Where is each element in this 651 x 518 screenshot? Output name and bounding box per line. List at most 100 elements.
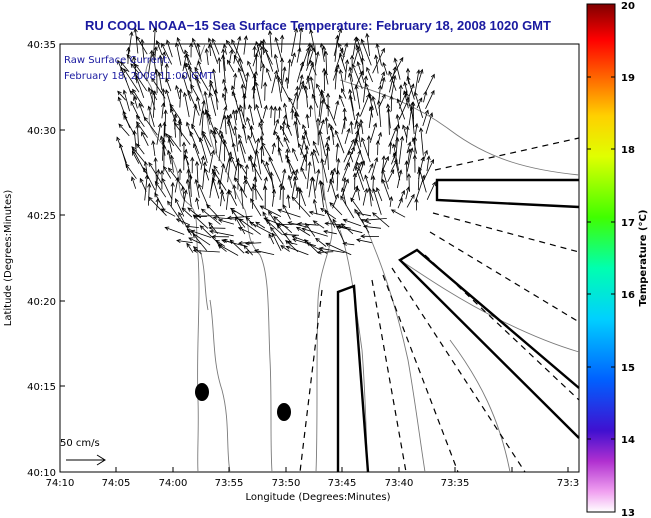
current-vector-head	[326, 135, 330, 141]
current-vector	[368, 105, 373, 129]
current-vector-head	[242, 179, 248, 185]
current-vector-head	[356, 161, 361, 167]
current-vector	[332, 64, 339, 81]
current-vector-head	[318, 246, 324, 251]
current-vector-head	[134, 63, 139, 69]
current-vector	[200, 156, 204, 170]
current-vector	[132, 89, 145, 108]
current-vector-head	[293, 111, 299, 117]
current-vector-head	[355, 119, 360, 125]
current-vector-head	[302, 153, 307, 159]
current-vector	[332, 219, 345, 243]
current-vector	[161, 43, 173, 65]
current-vector-head	[356, 186, 361, 192]
current-vector	[310, 29, 317, 55]
current-vector	[182, 54, 187, 72]
current-vector-head	[325, 141, 330, 147]
current-vector-head	[273, 105, 278, 111]
current-vector-head	[371, 175, 376, 180]
current-vector-head	[116, 136, 121, 142]
current-vector-head	[392, 152, 397, 158]
current-vector-head	[381, 155, 386, 160]
current-vector	[255, 41, 264, 65]
current-vector	[126, 54, 135, 65]
current-vector	[290, 52, 296, 67]
current-vector	[393, 144, 400, 171]
current-vector	[324, 146, 330, 165]
current-vector	[288, 97, 300, 117]
current-vector	[309, 105, 312, 117]
current-vector-head	[334, 67, 339, 73]
current-vector	[143, 116, 158, 136]
current-vector-head	[316, 168, 321, 174]
current-vector	[169, 103, 182, 121]
current-vector	[397, 198, 403, 209]
current-vector-head	[155, 39, 160, 45]
current-vector-head	[245, 71, 250, 77]
current-vector	[202, 131, 212, 148]
current-vector-head	[192, 214, 198, 219]
current-vector-head	[320, 99, 325, 104]
current-vector-head	[144, 174, 149, 179]
current-vector-head	[176, 238, 181, 244]
current-vector-head	[348, 72, 353, 78]
current-vector	[286, 77, 288, 89]
current-vector	[148, 50, 153, 75]
current-vector	[398, 136, 403, 165]
current-vector-head	[226, 59, 231, 65]
current-vector	[132, 151, 140, 164]
current-vector	[239, 105, 247, 126]
current-vector-head	[363, 187, 369, 193]
current-vector-head	[226, 215, 232, 220]
current-vector	[243, 124, 247, 144]
current-vector-head	[328, 122, 333, 128]
current-vector-head	[390, 209, 396, 214]
current-vector	[230, 239, 245, 254]
current-vector	[270, 106, 272, 119]
current-vector	[241, 84, 246, 110]
current-vector	[123, 115, 136, 136]
current-vector	[248, 156, 263, 181]
current-vector-head	[329, 202, 334, 207]
current-vector-head	[149, 49, 154, 55]
current-vector	[425, 90, 435, 109]
current-vector	[238, 58, 247, 82]
current-vector-head	[233, 125, 238, 131]
current-vector	[323, 68, 325, 91]
current-vector	[161, 178, 173, 200]
current-vector-head	[269, 171, 274, 177]
current-vector	[156, 123, 161, 145]
current-vector-head	[290, 108, 295, 114]
current-vector	[352, 37, 357, 56]
current-vector-head	[338, 94, 343, 100]
current-vector-head	[161, 177, 166, 183]
current-vector-head	[225, 39, 231, 45]
current-vector-head	[356, 61, 361, 66]
current-vector	[167, 201, 184, 225]
current-vector-head	[286, 123, 291, 129]
current-vector-head	[277, 106, 282, 111]
current-vector-head	[381, 93, 386, 99]
current-vector	[378, 85, 381, 101]
current-vector-head	[192, 246, 198, 251]
current-vector	[227, 158, 231, 183]
current-vector-head	[319, 42, 324, 48]
current-vector-head	[181, 185, 186, 191]
current-vector	[196, 97, 201, 112]
current-vector-head	[176, 36, 181, 42]
current-vector-head	[269, 105, 274, 110]
current-vector-head	[183, 189, 188, 195]
current-vector	[329, 179, 337, 200]
current-vector-head	[255, 137, 261, 143]
current-vector-head	[210, 149, 215, 155]
current-vector	[349, 89, 354, 112]
current-vector	[313, 199, 318, 215]
current-vector	[129, 90, 138, 99]
current-vector	[189, 131, 200, 155]
current-vector-head	[135, 143, 141, 148]
current-vector-head	[139, 177, 144, 183]
current-vector-head	[304, 239, 309, 244]
current-vector-head	[287, 58, 292, 64]
current-vector	[306, 114, 309, 129]
current-vector	[272, 143, 275, 155]
